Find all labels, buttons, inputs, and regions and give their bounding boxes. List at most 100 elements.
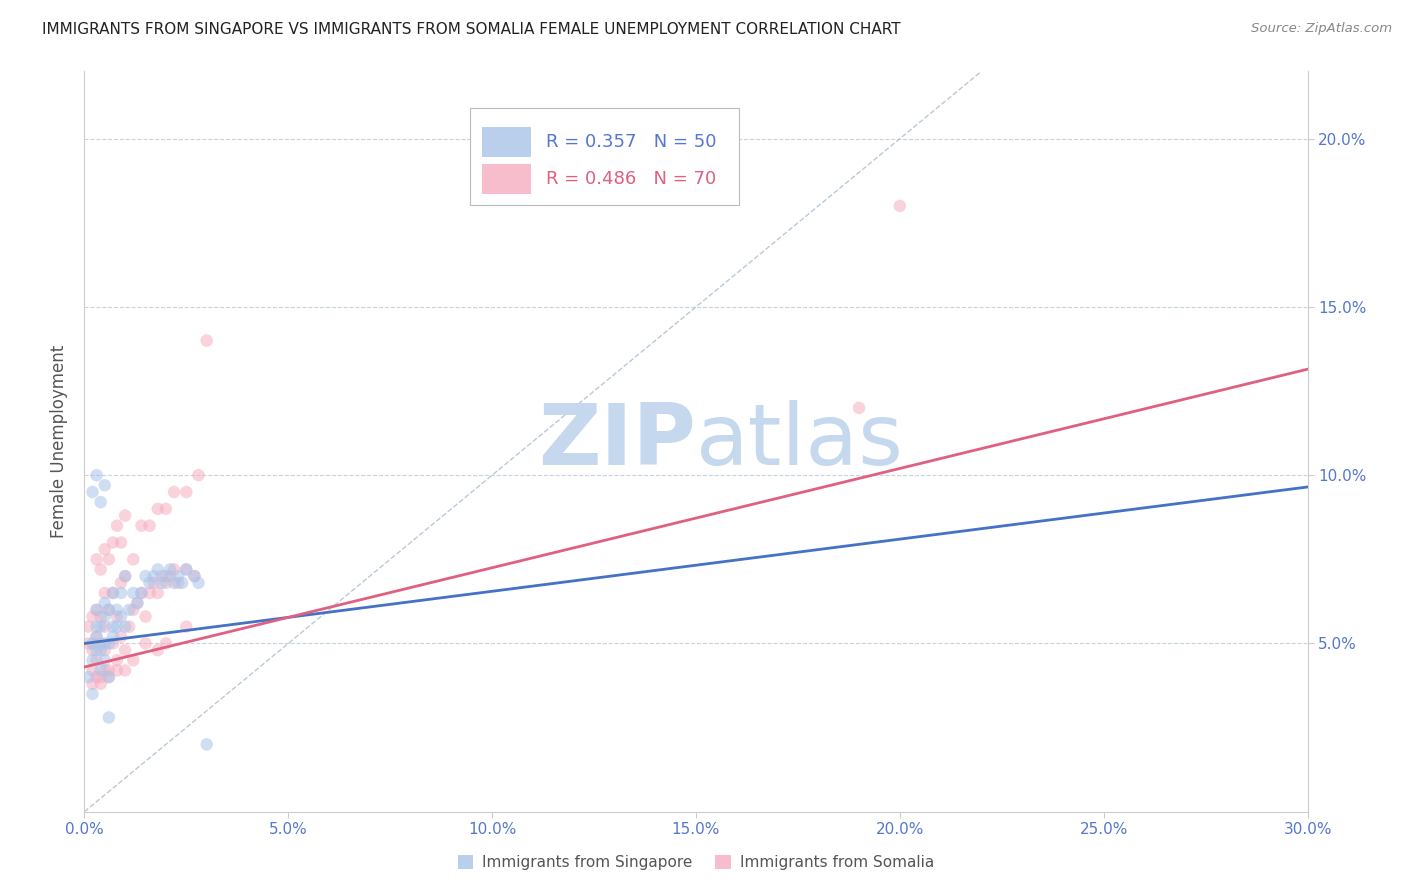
Point [146, 562, 169, 576]
Point [93, 643, 115, 657]
Point [86, 603, 108, 617]
Point [90, 677, 112, 691]
Point [174, 562, 197, 576]
Point [93, 596, 115, 610]
Point [146, 586, 169, 600]
Point [82, 485, 104, 500]
Point [114, 508, 136, 523]
Point [131, 518, 153, 533]
Point [90, 495, 112, 509]
Text: R = 0.486   N = 70: R = 0.486 N = 70 [546, 169, 716, 187]
Point [135, 609, 157, 624]
Point [146, 643, 169, 657]
Point [174, 562, 197, 576]
Point [82, 609, 104, 624]
FancyBboxPatch shape [482, 164, 531, 194]
Point [90, 664, 112, 678]
Point [127, 596, 149, 610]
Point [101, 535, 124, 549]
Point [110, 535, 132, 549]
Point [82, 653, 104, 667]
Point [114, 643, 136, 657]
Point [127, 596, 149, 610]
Point [97, 670, 120, 684]
Point [101, 630, 124, 644]
Point [77, 636, 100, 650]
Point [86, 630, 108, 644]
Point [889, 199, 911, 213]
Point [167, 575, 190, 590]
Point [86, 603, 108, 617]
Point [114, 664, 136, 678]
Point [110, 575, 132, 590]
Point [159, 569, 181, 583]
Point [114, 569, 136, 583]
Point [187, 575, 209, 590]
Point [82, 643, 104, 657]
Point [105, 664, 128, 678]
Point [167, 569, 190, 583]
Point [138, 586, 160, 600]
Point [93, 478, 115, 492]
Point [90, 670, 112, 684]
Point [138, 575, 160, 590]
Point [118, 603, 141, 617]
Point [110, 630, 132, 644]
Point [159, 562, 181, 576]
Text: Source: ZipAtlas.com: Source: ZipAtlas.com [1251, 22, 1392, 36]
Point [172, 575, 194, 590]
Point [86, 552, 108, 566]
Point [101, 636, 124, 650]
Point [101, 586, 124, 600]
Text: atlas: atlas [696, 400, 904, 483]
Point [82, 636, 104, 650]
Point [90, 643, 112, 657]
Point [93, 586, 115, 600]
Point [82, 677, 104, 691]
Point [86, 630, 108, 644]
Point [105, 518, 128, 533]
Point [122, 586, 145, 600]
Point [97, 664, 120, 678]
Point [122, 552, 145, 566]
Point [93, 609, 115, 624]
Point [105, 653, 128, 667]
Point [163, 562, 186, 576]
Point [97, 552, 120, 566]
Point [90, 636, 112, 650]
Point [155, 569, 177, 583]
Point [183, 569, 205, 583]
Point [86, 670, 108, 684]
Point [146, 501, 169, 516]
Point [86, 619, 108, 633]
Point [97, 603, 120, 617]
Point [105, 619, 128, 633]
Point [86, 643, 108, 657]
Y-axis label: Female Unemployment: Female Unemployment [51, 345, 69, 538]
Point [155, 501, 177, 516]
Point [77, 670, 100, 684]
Point [163, 575, 186, 590]
Point [110, 586, 132, 600]
Point [155, 575, 177, 590]
Text: ZIP: ZIP [538, 400, 696, 483]
Point [93, 653, 115, 667]
Point [86, 653, 108, 667]
Point [101, 619, 124, 633]
Point [122, 603, 145, 617]
Point [150, 569, 173, 583]
Point [93, 619, 115, 633]
Point [82, 687, 104, 701]
Point [93, 664, 115, 678]
Point [155, 636, 177, 650]
Point [97, 670, 120, 684]
Point [110, 609, 132, 624]
Point [174, 485, 197, 500]
Point [90, 619, 112, 633]
Point [163, 485, 186, 500]
Text: R = 0.357   N = 50: R = 0.357 N = 50 [546, 133, 716, 151]
FancyBboxPatch shape [470, 109, 738, 204]
Point [114, 619, 136, 633]
Text: IMMIGRANTS FROM SINGAPORE VS IMMIGRANTS FROM SOMALIA FEMALE UNEMPLOYMENT CORRELA: IMMIGRANTS FROM SINGAPORE VS IMMIGRANTS … [42, 22, 901, 37]
Point [93, 542, 115, 557]
